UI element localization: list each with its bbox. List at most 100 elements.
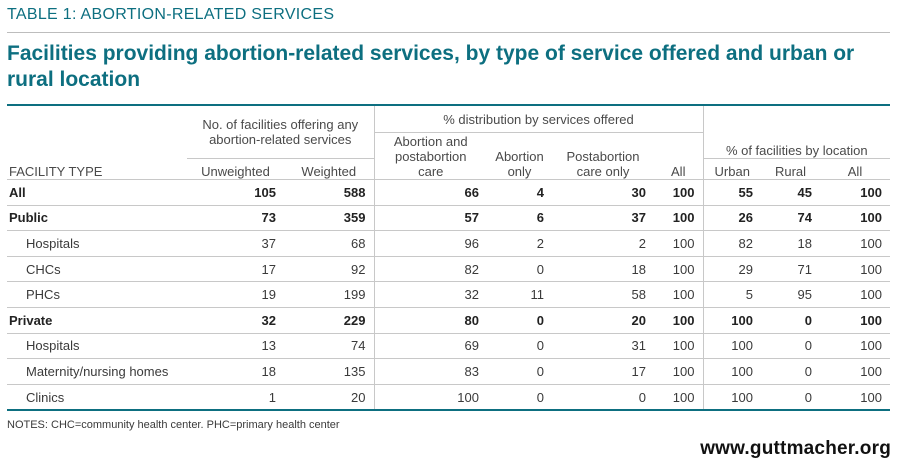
header-abortion-postabortion: Abortion and postabortion care [373, 132, 487, 180]
cell-rural: 0 [761, 306, 820, 334]
cell-all-location: 100 [820, 179, 890, 206]
header-group-distribution: % distribution by services offered [373, 106, 703, 133]
table-row: Private 32 229 80 0 20 100 100 0 100 [7, 306, 890, 334]
header-abortion-only: Abortion only [495, 149, 544, 179]
cell-urban: 100 [702, 383, 761, 410]
cell-all-distribution: 100 [654, 179, 703, 206]
header-urban: Urban [702, 158, 761, 180]
row-label: PHCs [7, 281, 187, 308]
row-label: Clinics [7, 383, 187, 410]
cell-all-location: 100 [820, 306, 890, 334]
cell-all-distribution: 100 [654, 383, 703, 410]
cell-unweighted: 19 [187, 281, 284, 308]
cell-postabortion-only: 18 [552, 255, 654, 282]
cell-weighted: 68 [284, 230, 374, 257]
cell-abortion-postabortion: 100 [373, 383, 487, 410]
cell-all-distribution: 100 [654, 255, 703, 282]
header-rule [7, 104, 890, 106]
cell-abortion-only: 0 [487, 306, 552, 334]
row-label: CHCs [7, 255, 187, 282]
header-unweighted: Unweighted [187, 158, 284, 180]
cell-all-location: 100 [820, 358, 890, 385]
table-row: Hospitals 37 68 96 2 2 100 82 18 100 [7, 230, 890, 257]
cell-urban: 55 [702, 179, 761, 206]
cell-all-location: 100 [820, 255, 890, 282]
cell-urban: 29 [702, 255, 761, 282]
cell-abortion-postabortion: 69 [373, 332, 487, 359]
table-row: All 105 588 66 4 30 100 55 45 100 [7, 179, 890, 206]
cell-abortion-only: 0 [487, 358, 552, 385]
cell-abortion-postabortion: 32 [373, 281, 487, 308]
cell-rural: 95 [761, 281, 820, 308]
cell-urban: 100 [702, 332, 761, 359]
cell-all-distribution: 100 [654, 230, 703, 257]
cell-urban: 82 [702, 230, 761, 257]
cell-rural: 45 [761, 179, 820, 206]
row-label: All [7, 179, 187, 206]
cell-abortion-only: 4 [487, 179, 552, 206]
cell-abortion-postabortion: 66 [373, 179, 487, 206]
cell-postabortion-only: 20 [552, 306, 654, 334]
cell-all-distribution: 100 [654, 332, 703, 359]
cell-all-distribution: 100 [654, 204, 703, 231]
cell-all-location: 100 [820, 332, 890, 359]
cell-urban: 100 [702, 306, 761, 334]
table-row: Public 73 359 57 6 37 100 26 74 100 [7, 204, 890, 231]
cell-postabortion-only: 31 [552, 332, 654, 359]
cell-abortion-only: 11 [487, 281, 552, 308]
cell-postabortion-only: 37 [552, 204, 654, 231]
source-url: www.guttmacher.org [700, 438, 891, 459]
table-row: CHCs 17 92 82 0 18 100 29 71 100 [7, 255, 890, 282]
cell-weighted: 135 [284, 358, 374, 385]
header-facility-type: FACILITY TYPE [9, 164, 103, 179]
cell-abortion-postabortion: 80 [373, 306, 487, 334]
row-label: Hospitals [7, 332, 187, 359]
cell-weighted: 92 [284, 255, 374, 282]
cell-abortion-postabortion: 83 [373, 358, 487, 385]
cell-urban: 5 [702, 281, 761, 308]
cell-unweighted: 17 [187, 255, 284, 282]
bottom-divider [7, 409, 890, 411]
cell-urban: 26 [702, 204, 761, 231]
table-body: All 105 588 66 4 30 100 55 45 100 Public 73 359 57 6 37… [7, 179, 890, 410]
header-group-location: % of facilities by location [702, 106, 890, 159]
cell-rural: 71 [761, 255, 820, 282]
header-group-count: No. of facilities offering any abortion-… [202, 117, 359, 148]
table-row: Clinics 1 20 100 0 0 100 100 0 100 [7, 383, 890, 410]
cell-postabortion-only: 17 [552, 358, 654, 385]
cell-rural: 74 [761, 204, 820, 231]
cell-abortion-only: 6 [487, 204, 552, 231]
cell-all-distribution: 100 [654, 306, 703, 334]
cell-weighted: 199 [284, 281, 374, 308]
cell-all-location: 100 [820, 204, 890, 231]
cell-abortion-postabortion: 96 [373, 230, 487, 257]
cell-abortion-only: 0 [487, 255, 552, 282]
cell-unweighted: 13 [187, 332, 284, 359]
cell-weighted: 229 [284, 306, 374, 334]
cell-weighted: 20 [284, 383, 374, 410]
cell-unweighted: 32 [187, 306, 284, 334]
cell-weighted: 359 [284, 204, 374, 231]
top-divider [7, 32, 890, 33]
cell-postabortion-only: 0 [552, 383, 654, 410]
cell-postabortion-only: 58 [552, 281, 654, 308]
cell-unweighted: 73 [187, 204, 284, 231]
cell-abortion-postabortion: 57 [373, 204, 487, 231]
table-row: Maternity/nursing homes 18 135 83 0 17 100 100 0… [7, 358, 890, 385]
cell-all-location: 100 [820, 281, 890, 308]
header-postabortion-only: Postabortion care only [566, 149, 640, 179]
cell-all-location: 100 [820, 383, 890, 410]
row-label: Public [7, 204, 187, 231]
header-all-location: All [820, 158, 890, 180]
cell-rural: 0 [761, 332, 820, 359]
cell-all-distribution: 100 [654, 281, 703, 308]
table-row: Hospitals 13 74 69 0 31 100 100 0 100 [7, 332, 890, 359]
cell-abortion-postabortion: 82 [373, 255, 487, 282]
cell-rural: 0 [761, 358, 820, 385]
row-label: Private [7, 306, 187, 334]
header-rural: Rural [761, 158, 820, 180]
cell-postabortion-only: 2 [552, 230, 654, 257]
cell-unweighted: 105 [187, 179, 284, 206]
cell-abortion-only: 0 [487, 332, 552, 359]
header-weighted: Weighted [284, 158, 374, 180]
